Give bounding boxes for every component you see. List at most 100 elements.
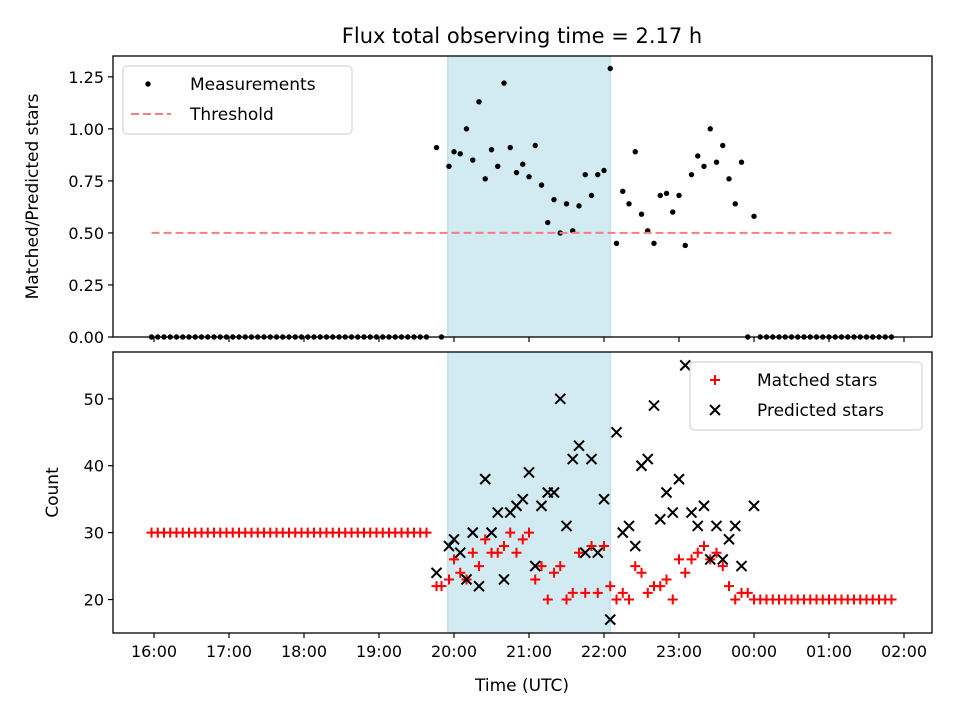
data-point: [732, 201, 738, 207]
y-tick-label: 0.75: [68, 172, 104, 191]
data-point: [657, 192, 663, 199]
data-point: [588, 192, 595, 199]
data-point: [551, 196, 557, 203]
matched-point: [617, 587, 628, 598]
matched-point: [605, 581, 616, 592]
data-point: [538, 182, 545, 188]
matched-point: [730, 594, 741, 605]
matched-point: [680, 567, 691, 578]
matched-point: [561, 594, 572, 605]
legend-x-swatch: [709, 404, 721, 416]
matched-point: [474, 561, 484, 572]
predicted-point: [717, 553, 729, 566]
matched-point: [555, 561, 566, 572]
matched-point: [599, 541, 609, 552]
x-tick-label: 19:00: [356, 642, 402, 661]
data-point: [482, 176, 488, 182]
data-point: [495, 163, 501, 170]
predicted-point: [673, 473, 685, 485]
predicted-point: [679, 359, 691, 372]
matched-point: [511, 547, 522, 558]
x-tick-label: 00:00: [731, 642, 777, 661]
matched-point: [630, 561, 641, 572]
legend-box: [689, 361, 923, 431]
data-point: [695, 153, 701, 159]
matched-point: [542, 594, 553, 605]
data-point: [526, 174, 532, 180]
data-point: [701, 163, 707, 170]
data-point: [463, 126, 470, 132]
matched-point: [886, 594, 897, 605]
predicted-point: [604, 613, 616, 626]
predicted-point: [692, 520, 704, 532]
data-point: [751, 213, 757, 219]
predicted-point: [560, 520, 573, 532]
matched-point: [724, 581, 734, 592]
y-tick-label: 0.50: [68, 224, 104, 243]
predicted-point: [554, 393, 566, 405]
data-point: [601, 167, 607, 174]
data-point: [670, 209, 676, 215]
data-point: [476, 99, 482, 105]
predicted-point: [485, 526, 498, 539]
predicted-point: [567, 453, 579, 465]
matched-point: [717, 561, 728, 572]
x-tick-label: 16:00: [131, 642, 177, 661]
matched-point: [467, 547, 478, 558]
matched-point: [455, 567, 466, 578]
matched-point: [574, 547, 584, 558]
predicted-point: [723, 533, 735, 546]
data-point: [595, 171, 601, 178]
x-tick-label: 02:00: [881, 642, 927, 661]
data-point: [470, 157, 476, 163]
matched-point: [567, 587, 578, 598]
data-point: [663, 190, 670, 197]
chart-title: Flux total observing time = 2.17 h: [342, 24, 702, 48]
data-point: [451, 149, 457, 155]
matched-point: [530, 574, 541, 585]
axes-frame-bottom: [112, 351, 933, 634]
matched-point: [692, 547, 703, 558]
y-tick-label: 20: [84, 591, 104, 610]
predicted-point: [735, 560, 748, 572]
legend-label: Matched stars: [757, 371, 877, 391]
legend-top: Measurements Threshold: [122, 65, 353, 135]
series-layer-bottom: [146, 359, 897, 626]
y-tick-label: 50: [84, 390, 104, 409]
y-tick-label: 1.25: [68, 68, 104, 87]
predicted-point: [430, 567, 443, 579]
predicted-point: [729, 520, 741, 532]
matched-point: [480, 534, 491, 545]
x-tick-label: 01:00: [806, 642, 852, 661]
matched-point: [436, 581, 447, 592]
x-ticks-bottom: 16:00 17:00 18:00 19:00 20:00 21:00 22:00 23:00…: [131, 633, 927, 661]
data-point: [620, 188, 626, 194]
legend-bottom: Matched stars Predicted stars: [689, 361, 923, 431]
predicted-point: [467, 526, 479, 539]
data-point: [576, 203, 582, 209]
data-point: [607, 65, 613, 72]
data-point: [651, 240, 657, 247]
data-point: [720, 142, 726, 149]
x-tick-label: 17:00: [206, 642, 252, 661]
matched-point: [536, 561, 547, 572]
y-axis-label-top: Matched/Predicted stars: [23, 93, 43, 299]
data-point: [545, 219, 551, 226]
data-point: [488, 146, 495, 153]
x-tick-label: 20:00: [431, 642, 477, 661]
predicted-point: [685, 506, 698, 519]
matched-point: [655, 581, 666, 592]
matched-point: [517, 534, 528, 545]
matched-point: [524, 527, 534, 538]
predicted-point: [623, 520, 635, 532]
series-layer-top: [148, 65, 895, 340]
predicted-point: [610, 426, 623, 438]
legend-dot-swatch: [145, 81, 151, 87]
x-axis-label: Time (UTC): [474, 676, 569, 696]
data-point: [676, 192, 682, 199]
y-tick-label: 0.00: [68, 328, 104, 347]
predicted-point: [642, 453, 654, 465]
matched-point: [636, 567, 647, 578]
highlight-span-top: [447, 55, 611, 338]
